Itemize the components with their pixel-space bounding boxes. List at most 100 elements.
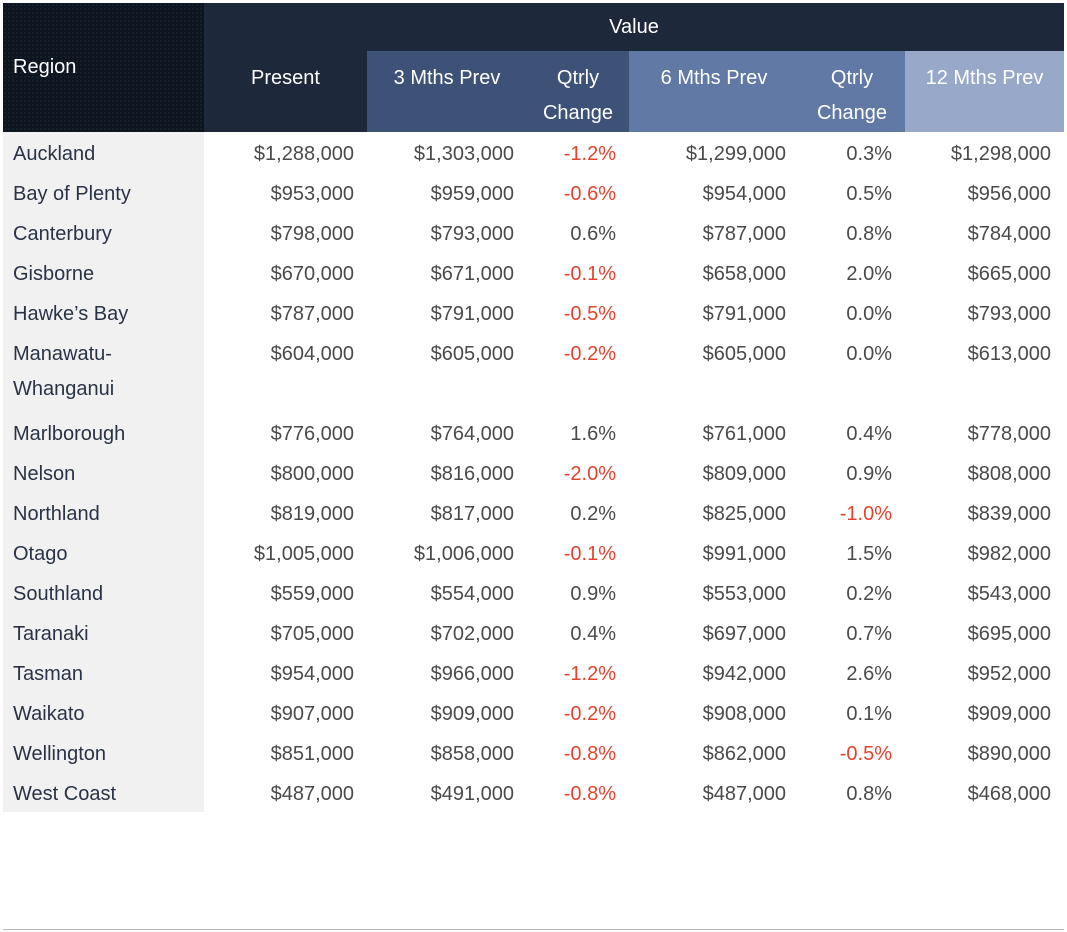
- table-row: Southland $559,000 $554,000 0.9% $553,000 0.2…: [3, 572, 1064, 612]
- table-row: Canterbury $798,000 $793,000 0.6% $787,000 0.…: [3, 212, 1064, 252]
- table-body: Auckland $1,288,000 $1,303,000 -1.2% $1,299,…: [3, 132, 1064, 812]
- table-row: West Coast $487,000 $491,000 -0.8% $487,000 0…: [3, 772, 1064, 812]
- cell-3-months-prev: $858,000: [430, 743, 514, 765]
- cell-qtrly-change-1: 0.6%: [570, 223, 616, 245]
- cell-region: Wellington: [3, 732, 204, 772]
- cell-12-months-prev: $778,000: [967, 423, 1051, 445]
- cell-3-months-prev: $816,000: [430, 463, 514, 485]
- cell-3-months-prev: $909,000: [430, 703, 514, 725]
- cell-3-months-prev: $791,000: [430, 303, 514, 325]
- cell-present: $776,000: [270, 423, 354, 445]
- cell-qtrly-change-2: 0.1%: [846, 703, 892, 725]
- table-row: Bay of Plenty $953,000 $959,000 -0.6% $954,0…: [3, 172, 1064, 212]
- header-6-months-prev: 6 Mths Prev: [629, 51, 799, 132]
- cell-region: Taranaki: [3, 612, 204, 652]
- cell-region: Gisborne: [3, 252, 204, 292]
- table-bottom-border: [3, 929, 1064, 930]
- cell-12-months-prev: $793,000: [967, 303, 1051, 325]
- header-qtrly-change-1-line1: Qtrly: [556, 67, 600, 89]
- cell-6-months-prev: $487,000: [702, 783, 786, 805]
- header-qtrly-change-1: Qtrly Change: [527, 51, 629, 132]
- cell-present: $1,288,000: [253, 143, 354, 165]
- cell-qtrly-change-1: -1.2%: [563, 143, 616, 165]
- cell-6-months-prev: $697,000: [702, 623, 786, 645]
- cell-3-months-prev: $817,000: [430, 503, 514, 525]
- cell-6-months-prev: $825,000: [702, 503, 786, 525]
- cell-qtrly-change-1: -0.8%: [563, 783, 616, 805]
- cell-present: $487,000: [270, 783, 354, 805]
- cell-qtrly-change-2: 0.0%: [846, 343, 892, 365]
- cell-present: $953,000: [270, 183, 354, 205]
- header-qtrly-change-1-line2: Change: [542, 102, 614, 124]
- cell-qtrly-change-2: 0.0%: [846, 303, 892, 325]
- cell-qtrly-change-1: -2.0%: [563, 463, 616, 485]
- table-row: Otago $1,005,000 $1,006,000 -0.1% $991,000 1.…: [3, 532, 1064, 572]
- table-row: Auckland $1,288,000 $1,303,000 -1.2% $1,299,…: [3, 132, 1064, 172]
- header-value: Value: [204, 3, 1064, 51]
- cell-qtrly-change-2: 0.4%: [846, 423, 892, 445]
- cell-present: $954,000: [270, 663, 354, 685]
- cell-qtrly-change-1: -0.2%: [563, 703, 616, 725]
- cell-qtrly-change-2: 0.8%: [846, 223, 892, 245]
- cell-present: $907,000: [270, 703, 354, 725]
- cell-6-months-prev: $809,000: [702, 463, 786, 485]
- header-12-months-prev: 12 Mths Prev: [905, 51, 1064, 132]
- cell-12-months-prev: $784,000: [967, 223, 1051, 245]
- cell-12-months-prev: $468,000: [967, 783, 1051, 805]
- cell-qtrly-change-2: 2.0%: [846, 263, 892, 285]
- cell-region: Bay of Plenty: [3, 172, 204, 212]
- cell-qtrly-change-2: 0.3%: [846, 143, 892, 165]
- cell-qtrly-change-1: -0.1%: [563, 543, 616, 565]
- cell-qtrly-change-1: -0.1%: [563, 263, 616, 285]
- cell-region-line: Whanganui: [13, 378, 115, 400]
- cell-region: Tasman: [3, 652, 204, 692]
- cell-present: $800,000: [270, 463, 354, 485]
- header-qtrly-change-2-line1: Qtrly: [830, 67, 874, 89]
- cell-3-months-prev: $671,000: [430, 263, 514, 285]
- cell-region-line: Manawatu-: [13, 343, 112, 365]
- cell-qtrly-change-2: 0.5%: [846, 183, 892, 205]
- cell-3-months-prev: $554,000: [430, 583, 514, 605]
- cell-6-months-prev: $862,000: [702, 743, 786, 765]
- cell-qtrly-change-2: 0.2%: [846, 583, 892, 605]
- cell-12-months-prev: $839,000: [967, 503, 1051, 525]
- table-row: Manawatu- Whanganui $604,000 $605,000 -0.2% $…: [3, 332, 1064, 412]
- cell-present: $670,000: [270, 263, 354, 285]
- cell-12-months-prev: $1,298,000: [950, 143, 1051, 165]
- table-row: Hawke’s Bay $787,000 $791,000 -0.5% $791,000…: [3, 292, 1064, 332]
- cell-qtrly-change-1: -0.8%: [563, 743, 616, 765]
- cell-region: Otago: [3, 532, 204, 572]
- cell-6-months-prev: $761,000: [702, 423, 786, 445]
- cell-3-months-prev: $1,303,000: [413, 143, 514, 165]
- table-row: Marlborough $776,000 $764,000 1.6% $761,000 0…: [3, 412, 1064, 452]
- header-qtrly-change-2: Qtrly Change: [799, 51, 905, 132]
- cell-qtrly-change-1: 1.6%: [570, 423, 616, 445]
- cell-3-months-prev: $764,000: [430, 423, 514, 445]
- cell-6-months-prev: $942,000: [702, 663, 786, 685]
- cell-present: $705,000: [270, 623, 354, 645]
- table-row: Gisborne $670,000 $671,000 -0.1% $658,000 2.0…: [3, 252, 1064, 292]
- cell-3-months-prev: $959,000: [430, 183, 514, 205]
- cell-qtrly-change-1: -0.5%: [563, 303, 616, 325]
- cell-12-months-prev: $695,000: [967, 623, 1051, 645]
- table-row: Tasman $954,000 $966,000 -1.2% $942,000 2.6% $…: [3, 652, 1064, 692]
- cell-region: Waikato: [3, 692, 204, 732]
- cell-6-months-prev: $658,000: [702, 263, 786, 285]
- table-row: Nelson $800,000 $816,000 -2.0% $809,000 0.9% $…: [3, 452, 1064, 492]
- cell-qtrly-change-2: 0.8%: [846, 783, 892, 805]
- cell-12-months-prev: $613,000: [967, 343, 1051, 365]
- header-3-months-prev: 3 Mths Prev: [367, 51, 527, 132]
- cell-6-months-prev: $991,000: [702, 543, 786, 565]
- cell-region: Auckland: [3, 132, 204, 172]
- cell-12-months-prev: $982,000: [967, 543, 1051, 565]
- cell-qtrly-change-2: 0.9%: [846, 463, 892, 485]
- cell-qtrly-change-1: 0.4%: [570, 623, 616, 645]
- cell-region: Southland: [3, 572, 204, 612]
- cell-6-months-prev: $787,000: [702, 223, 786, 245]
- cell-12-months-prev: $952,000: [967, 663, 1051, 685]
- cell-3-months-prev: $702,000: [430, 623, 514, 645]
- cell-qtrly-change-1: -0.6%: [563, 183, 616, 205]
- cell-qtrly-change-2: 0.7%: [846, 623, 892, 645]
- cell-6-months-prev: $791,000: [702, 303, 786, 325]
